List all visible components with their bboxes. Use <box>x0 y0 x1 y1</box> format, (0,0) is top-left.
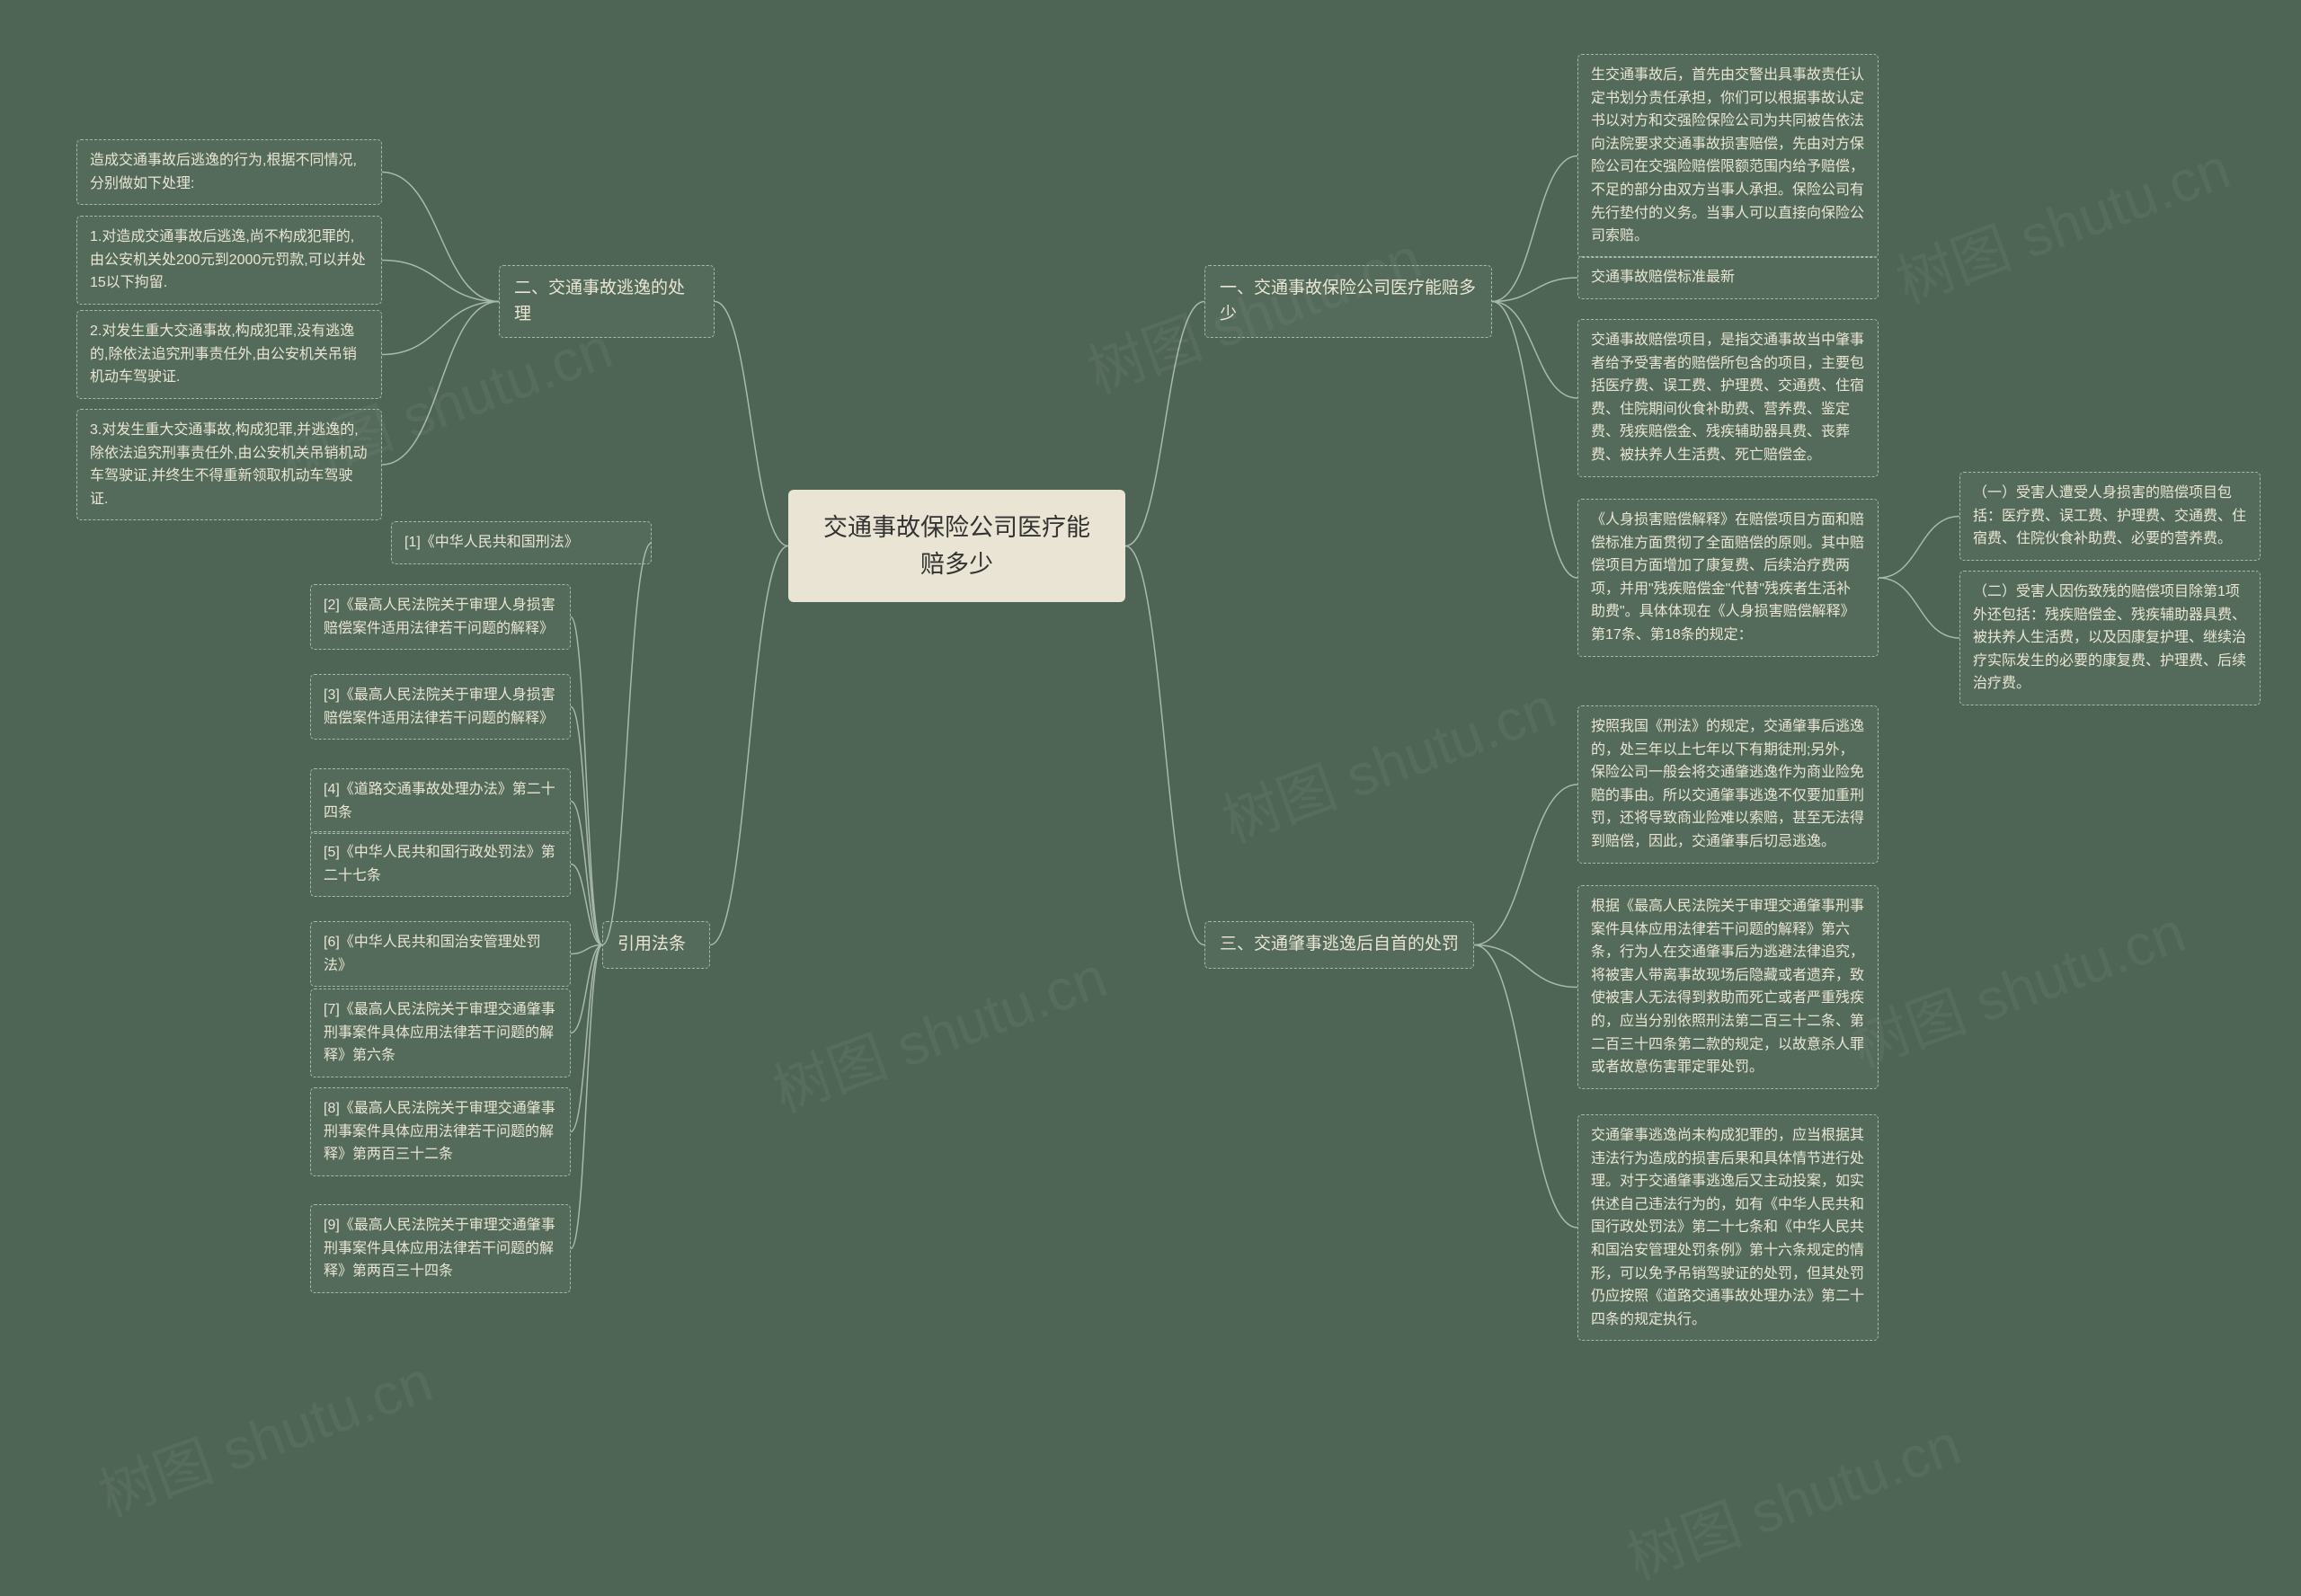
watermark: 树图 shutu.cn <box>760 931 1116 1128</box>
branch-lL: 引用法条 <box>602 921 710 969</box>
watermark: 树图 shutu.cn <box>1839 886 2195 1083</box>
leaf-lLc3: [3]《最高人民法院关于审理人身损害赔偿案件适用法律若干问题的解释》 <box>310 674 571 740</box>
leaf-r1c4a: （一）受害人遭受人身损害的赔偿项目包括：医疗费、误工费、护理费、交通费、住宿费、… <box>1959 472 2261 561</box>
leaf-lLc1: [1]《中华人民共和国刑法》 <box>391 521 652 564</box>
leaf-r3c3: 交通肇事逃逸尚未构成犯罪的，应当根据其违法行为造成的损害后果和具体情节进行处理。… <box>1577 1114 1879 1341</box>
leaf-lLc7: [7]《最高人民法院关于审理交通肇事刑事案件具体应用法律若干问题的解释》第六条 <box>310 989 571 1077</box>
leaf-r1c2: 交通事故赔偿标准最新 <box>1577 256 1879 299</box>
watermark: 树图 shutu.cn <box>1884 122 2240 319</box>
leaf-r1c3: 交通事故赔偿项目，是指交通事故当中肇事者给予受害者的赔偿所包含的项目，主要包括医… <box>1577 319 1879 477</box>
leaf-r1c4b: （二）受害人因伤致残的赔偿项目除第1项外还包括：残疾赔偿金、残疾辅助器具费、被扶… <box>1959 571 2261 705</box>
leaf-r1c4: 《人身损害赔偿解释》在赔偿项目方面和赔偿标准方面贯彻了全面赔偿的原则。其中赔偿项… <box>1577 499 1879 657</box>
leaf-l2c1: 造成交通事故后逃逸的行为,根据不同情况,分别做如下处理: <box>76 139 382 205</box>
leaf-l2c3: 2.对发生重大交通事故,构成犯罪,没有逃逸的,除依法追究刑事责任外,由公安机关吊… <box>76 310 382 399</box>
watermark: 树图 shutu.cn <box>1210 661 1566 858</box>
leaf-r3c2: 根据《最高人民法院关于审理交通肇事刑事案件具体应用法律若干问题的解释》第六条，行… <box>1577 885 1879 1089</box>
leaf-lLc9: [9]《最高人民法院关于审理交通肇事刑事案件具体应用法律若干问题的解释》第两百三… <box>310 1204 571 1293</box>
leaf-lLc6: [6]《中华人民共和国治安管理处罚法》 <box>310 921 571 987</box>
leaf-l2c4: 3.对发生重大交通事故,构成犯罪,并逃逸的,除依法追究刑事责任外,由公安机关吊销… <box>76 409 382 520</box>
leaf-lLc5: [5]《中华人民共和国行政处罚法》第二十七条 <box>310 831 571 897</box>
center-node: 交通事故保险公司医疗能赔多少 <box>788 490 1125 602</box>
leaf-l2c2: 1.对造成交通事故后逃逸,尚不构成犯罪的,由公安机关处200元到2000元罚款,… <box>76 216 382 305</box>
branch-r1: 一、交通事故保险公司医疗能赔多少 <box>1204 265 1492 338</box>
leaf-lLc2: [2]《最高人民法院关于审理人身损害赔偿案件适用法律若干问题的解释》 <box>310 584 571 650</box>
branch-l2: 二、交通事故逃逸的处理 <box>499 265 715 338</box>
watermark: 树图 shutu.cn <box>86 1335 442 1532</box>
leaf-r3c1: 按照我国《刑法》的规定，交通肇事后逃逸的，处三年以上七年以下有期徒刑;另外，保险… <box>1577 705 1879 864</box>
watermark: 树图 shutu.cn <box>1614 1398 1970 1595</box>
leaf-lLc8: [8]《最高人民法院关于审理交通肇事刑事案件具体应用法律若干问题的解释》第两百三… <box>310 1087 571 1176</box>
leaf-r1c1: 生交通事故后，首先由交警出具事故责任认定书划分责任承担，你们可以根据事故认定书以… <box>1577 54 1879 258</box>
branch-r3: 三、交通肇事逃逸后自首的处罚 <box>1204 921 1474 969</box>
leaf-lLc4: [4]《道路交通事故处理办法》第二十四条 <box>310 768 571 834</box>
